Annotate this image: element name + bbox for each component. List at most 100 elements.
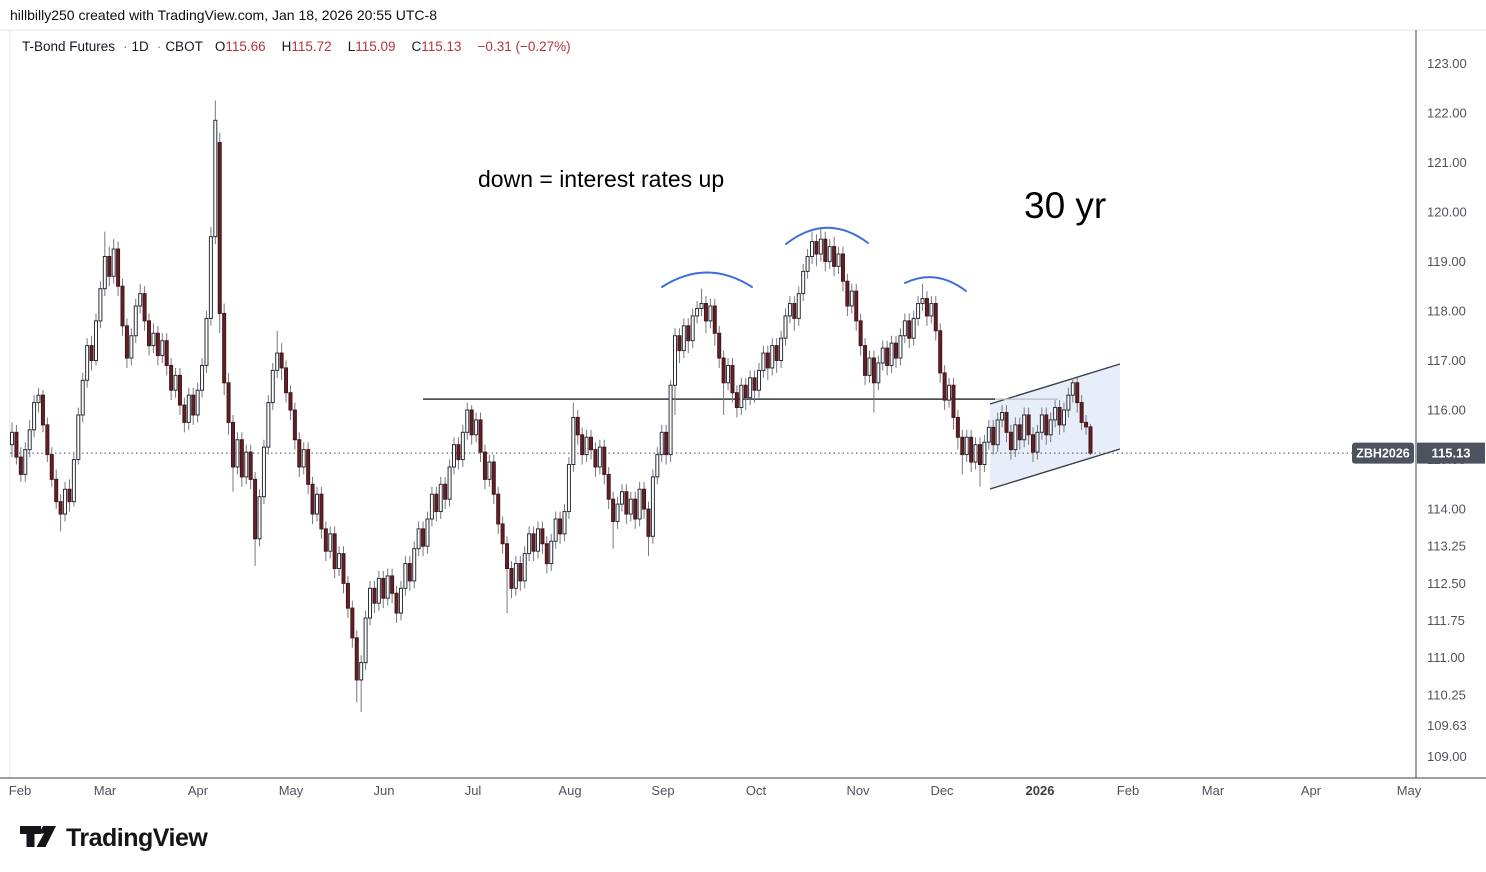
candle — [916, 296, 921, 326]
time-tick-label: Jun — [374, 783, 395, 798]
head-and-shoulders-arcs[interactable] — [661, 226, 967, 292]
candle — [832, 236, 837, 277]
candle — [1004, 405, 1009, 443]
last-price-label: ZBH2026 115.13 — [1352, 442, 1485, 464]
candle — [98, 281, 103, 329]
candle — [597, 439, 602, 475]
candle — [695, 301, 700, 324]
candle — [482, 444, 487, 490]
candle — [748, 370, 753, 406]
symbol-legend[interactable]: T-Bond Futures · 1D · CBOT O115.66 H115.72 L115… — [22, 39, 575, 54]
candle — [854, 283, 859, 331]
left-shoulder-arc[interactable] — [661, 271, 753, 288]
candle — [845, 273, 850, 316]
candle — [871, 350, 876, 413]
candle — [558, 511, 563, 544]
price-tick-label: 121.00 — [1427, 155, 1467, 170]
candle — [628, 491, 633, 522]
right-shoulder-arc[interactable] — [904, 276, 967, 292]
candle — [796, 286, 801, 326]
candle — [142, 286, 147, 331]
candle — [611, 491, 616, 549]
open-value: 115.66 — [225, 39, 266, 54]
candle — [823, 231, 828, 272]
candle — [544, 536, 549, 574]
candle — [942, 365, 947, 411]
candle — [756, 362, 761, 398]
candle — [14, 424, 19, 465]
annotation-text-1[interactable]: 30 yr — [1024, 185, 1106, 226]
candle — [49, 447, 54, 487]
candle — [673, 328, 677, 415]
candle — [986, 419, 991, 450]
head-arc[interactable] — [785, 226, 869, 245]
candle — [469, 405, 474, 445]
candle — [195, 382, 200, 423]
low-letter: L — [347, 39, 356, 54]
candle — [911, 310, 916, 346]
candle — [319, 486, 324, 539]
candle — [231, 414, 235, 492]
candle — [907, 313, 912, 349]
candle — [513, 556, 518, 596]
candle — [814, 234, 819, 267]
candle — [487, 454, 492, 487]
candle — [659, 424, 664, 463]
candle — [107, 246, 112, 287]
candle — [973, 437, 978, 470]
candle — [120, 278, 125, 336]
candle — [67, 479, 72, 512]
candle — [553, 511, 558, 549]
candle — [297, 432, 302, 477]
candle — [889, 335, 894, 373]
candle — [540, 521, 545, 554]
candle — [345, 575, 350, 619]
candle — [566, 457, 571, 519]
candle — [885, 340, 890, 376]
candles-layer[interactable] — [10, 100, 1093, 713]
candle — [270, 362, 275, 411]
candle — [63, 481, 68, 522]
change-value: −0.31 (−0.27%) — [477, 39, 571, 54]
candle — [261, 439, 266, 505]
candle — [549, 533, 554, 571]
candle — [509, 561, 514, 599]
candle — [717, 325, 722, 368]
brand-name: TradingView — [66, 823, 208, 852]
time-axis[interactable]: Feb Mar Apr May Jun Jul Aug Sep Oct Nov Dec 2026 Feb… — [0, 777, 1486, 798]
candle — [646, 501, 651, 557]
candle — [244, 444, 249, 485]
candle — [213, 100, 218, 245]
candle — [111, 239, 116, 284]
time-tick-label: Feb — [9, 783, 31, 798]
candle — [699, 288, 704, 316]
candle — [292, 402, 297, 450]
candle — [102, 231, 107, 297]
time-tick-label: Mar — [1202, 783, 1225, 798]
annotation-text-0[interactable]: down = interest rates up — [478, 166, 724, 192]
candle — [1013, 417, 1018, 458]
price-axis[interactable]: 123.00 122.00 121.00 120.00 119.00 118.00 117.… — [1415, 30, 1467, 778]
candle — [478, 412, 483, 463]
price-tick-label: 110.25 — [1427, 687, 1466, 702]
candle — [275, 330, 280, 378]
price-tick-label: 119.00 — [1427, 254, 1466, 269]
candle — [421, 521, 426, 557]
candle — [10, 422, 14, 458]
time-tick-label: Mar — [94, 783, 117, 798]
close-value: 115.13 — [421, 39, 462, 54]
close-letter: C — [411, 39, 422, 54]
candle — [960, 429, 965, 475]
price-tick-label: 113.25 — [1427, 539, 1466, 554]
candle — [239, 432, 244, 487]
candle — [314, 486, 319, 522]
candle — [429, 486, 434, 527]
candle — [40, 390, 45, 433]
time-tick-label: Apr — [188, 783, 209, 798]
candle — [403, 556, 408, 596]
candle — [770, 338, 775, 376]
time-tick-label: 2026 — [1026, 783, 1055, 798]
candle — [761, 345, 766, 378]
candle — [818, 229, 823, 262]
